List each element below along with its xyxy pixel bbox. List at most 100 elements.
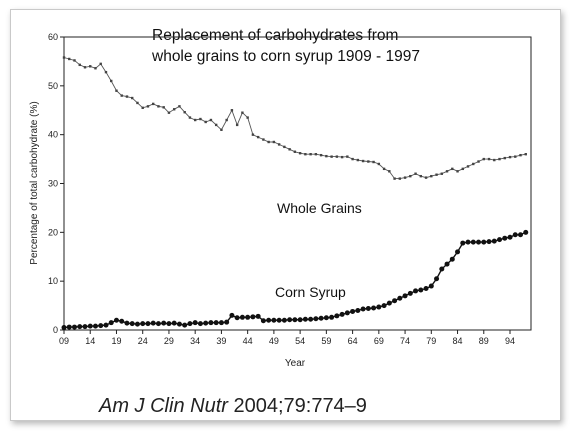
data-point xyxy=(449,256,455,262)
data-point xyxy=(293,150,297,153)
data-point xyxy=(381,303,387,309)
data-point xyxy=(518,232,524,238)
data-point xyxy=(409,174,412,178)
data-point xyxy=(460,240,466,246)
data-point xyxy=(335,155,339,158)
x-tick-label: 24 xyxy=(138,336,148,346)
data-point xyxy=(339,311,345,317)
series-line xyxy=(63,231,527,329)
data-point xyxy=(89,65,92,68)
data-point xyxy=(71,324,77,330)
data-point xyxy=(413,288,419,294)
data-point xyxy=(171,320,177,326)
data-point xyxy=(77,324,83,330)
data-point xyxy=(271,317,277,323)
data-point xyxy=(407,290,413,296)
data-point xyxy=(230,109,234,112)
data-point xyxy=(461,167,464,171)
data-point xyxy=(141,106,144,110)
x-tick-label: 64 xyxy=(348,336,358,346)
data-point xyxy=(224,319,230,325)
x-tick-label: 89 xyxy=(479,336,489,346)
data-point xyxy=(323,315,329,321)
data-point xyxy=(403,176,407,179)
data-point xyxy=(239,314,245,320)
data-point xyxy=(213,320,219,326)
citation-details: 2004;79:774–9 xyxy=(227,395,367,417)
data-point xyxy=(344,310,350,316)
data-point xyxy=(66,324,72,330)
x-tick-label: 74 xyxy=(400,336,410,346)
annotation-corn-syrup: Corn Syrup xyxy=(275,284,346,300)
annotation-whole-grains: Whole Grains xyxy=(277,200,362,216)
data-point xyxy=(129,321,135,327)
y-tick-label: 60 xyxy=(48,32,58,42)
data-point xyxy=(424,176,428,179)
data-point xyxy=(455,249,461,255)
data-point xyxy=(152,102,155,106)
data-point xyxy=(330,155,333,158)
data-point xyxy=(188,116,192,119)
data-point xyxy=(476,239,482,245)
data-point xyxy=(61,325,67,331)
data-point xyxy=(68,57,71,61)
data-point xyxy=(423,285,429,291)
data-point xyxy=(87,323,93,329)
data-point xyxy=(241,111,244,114)
data-point xyxy=(302,316,308,322)
data-point xyxy=(214,123,218,127)
data-point xyxy=(318,315,324,321)
data-point xyxy=(99,62,102,66)
data-point xyxy=(287,317,293,323)
data-point xyxy=(477,160,480,163)
data-point xyxy=(113,317,119,323)
series-whole-grains xyxy=(62,56,527,180)
data-point xyxy=(92,323,98,329)
x-tick-label: 94 xyxy=(505,336,515,346)
data-point xyxy=(392,298,398,304)
data-point xyxy=(157,105,160,108)
data-point xyxy=(519,153,522,157)
data-point xyxy=(313,316,319,322)
data-point xyxy=(281,317,287,323)
data-point xyxy=(451,167,454,171)
data-point xyxy=(193,118,197,122)
x-tick-label: 84 xyxy=(453,336,463,346)
data-point xyxy=(119,318,125,324)
data-point xyxy=(108,320,114,326)
data-point xyxy=(356,158,360,162)
data-point xyxy=(481,239,487,245)
data-point xyxy=(251,133,255,136)
data-point xyxy=(456,170,459,173)
data-point xyxy=(220,128,223,131)
data-point xyxy=(466,165,470,168)
data-point xyxy=(250,314,256,320)
data-point xyxy=(340,155,344,159)
data-point xyxy=(283,145,286,149)
data-point xyxy=(386,300,392,306)
data-point xyxy=(308,316,314,322)
data-point xyxy=(209,118,213,122)
data-point xyxy=(150,320,156,326)
data-point xyxy=(314,153,318,156)
data-point xyxy=(298,152,302,155)
data-point xyxy=(388,170,391,173)
data-point xyxy=(266,317,272,323)
x-axis-label: Year xyxy=(285,358,306,369)
data-point xyxy=(276,317,282,323)
data-point xyxy=(397,295,403,301)
data-point xyxy=(272,140,276,144)
data-point xyxy=(225,118,228,122)
data-point xyxy=(371,305,377,311)
data-point xyxy=(393,177,396,180)
x-tick-label: 29 xyxy=(164,336,174,346)
data-point xyxy=(260,318,266,324)
data-point xyxy=(234,315,240,321)
x-tick-label: 19 xyxy=(111,336,121,346)
data-point xyxy=(229,312,235,318)
data-point xyxy=(115,89,118,92)
data-point xyxy=(439,266,445,272)
data-point xyxy=(440,172,443,175)
data-point xyxy=(162,106,165,109)
data-point xyxy=(470,239,476,245)
